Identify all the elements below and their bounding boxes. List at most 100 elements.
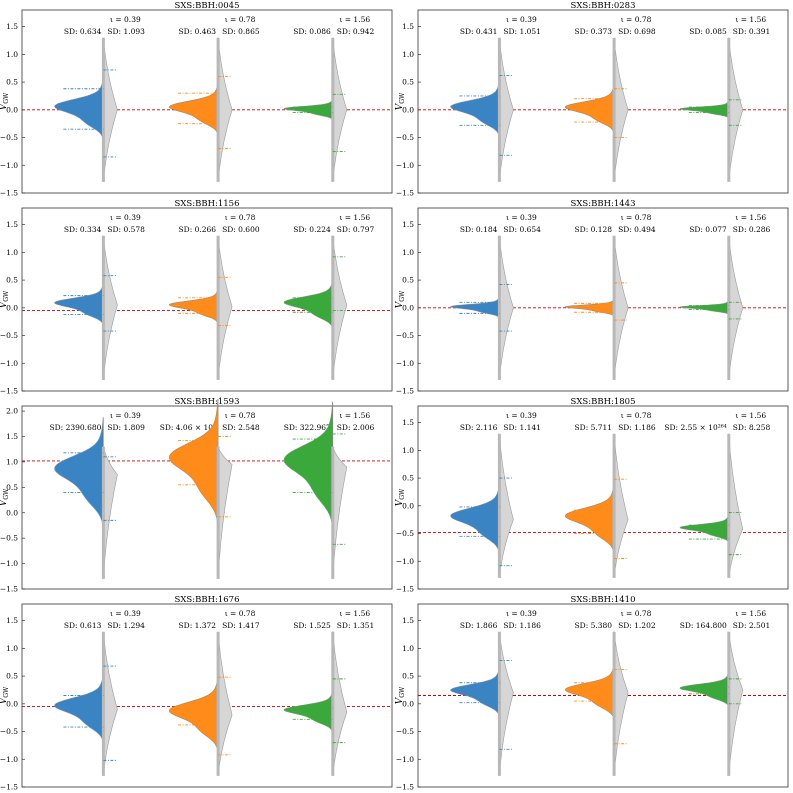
sd-left-label: SD: 1.866 <box>460 621 498 630</box>
y-tick-label: −0.5 <box>396 727 414 736</box>
panel-title: SXS:BBH:0283 <box>571 1 636 11</box>
inclination-label: ι = 1.56 <box>735 15 766 24</box>
violin-group-2: ι = 0.78 SD: 1.372 SD: 1.417 <box>168 609 260 776</box>
sd-right-label: SD: 0.654 <box>503 225 541 234</box>
violin-group-3: ι = 1.56 SD: 322.967 SD: 2.006 <box>283 401 375 579</box>
sd-right-label: SD: 1.294 <box>107 621 145 630</box>
y-tick-label: −1.5 <box>0 387 18 396</box>
y-tick-label: 1.5 <box>402 418 414 427</box>
plot-frame <box>417 405 789 590</box>
y-tick-label: 1.5 <box>402 22 414 31</box>
violin-group-2: ι = 0.78 SD: 0.128 SD: 0.494 <box>564 213 656 380</box>
violin-body <box>564 483 615 556</box>
panel-title: SXS:BBH:1443 <box>571 199 636 209</box>
sd-left-label: SD: 164.800 <box>680 621 727 630</box>
violin-body <box>168 399 219 530</box>
panel-sxs-bbh-1443: SXS:BBH:1443 −1.5 −1.0 −0.5 0.0 0.5 1.0 1.5 VGW ι… <box>395 199 789 396</box>
violin-body <box>283 690 334 734</box>
y-tick-label: 0.0 <box>6 303 18 312</box>
y-axis-label: VGW <box>395 92 406 110</box>
violin-tail <box>103 631 118 776</box>
violin-group-1: ι = 0.39 SD: 0.634 SD: 1.093 <box>54 15 145 182</box>
inclination-label: ι = 0.39 <box>506 411 537 420</box>
sd-right-label: SD: 8.258 <box>733 423 771 432</box>
violin-body <box>679 100 730 120</box>
inclination-label: ι = 0.39 <box>110 15 141 24</box>
inclination-label: ι = 0.39 <box>506 213 537 222</box>
violin-group-1: ι = 0.39 SD: 2.116 SD: 1.141 <box>450 411 541 578</box>
violin-group-2: ι = 0.78 SD: 5.380 SD: 1.202 <box>564 609 656 776</box>
violin-tail <box>499 433 514 578</box>
sd-right-label: SD: 1.186 <box>618 423 656 432</box>
y-tick-label: −1.0 <box>396 557 414 566</box>
violin-group-3: ι = 1.56 SD: 0.086 SD: 0.942 <box>283 15 375 182</box>
y-tick-label: −1.0 <box>396 161 414 170</box>
sd-right-label: SD: 0.797 <box>337 225 375 234</box>
violin-body <box>283 98 334 121</box>
y-tick-label: −1.0 <box>0 161 18 170</box>
y-tick-label: −1.0 <box>0 755 18 764</box>
violin-tail <box>728 37 744 182</box>
sd-left-label: SD: 0.085 <box>689 27 727 36</box>
plot-frame <box>21 9 393 194</box>
violin-group-1: ι = 0.39 SD: 2390.680 SD: 1.809 <box>50 411 145 579</box>
violin-body <box>679 300 730 316</box>
sd-left-label: SD: 0.128 <box>575 225 613 234</box>
sd-left-label: SD: 5.711 <box>575 423 613 432</box>
inclination-label: ι = 0.78 <box>621 15 652 24</box>
sd-right-label: SD: 0.698 <box>618 27 656 36</box>
y-tick-label: 0.5 <box>6 276 18 285</box>
violin-group-1: ι = 0.39 SD: 0.431 SD: 1.051 <box>450 15 541 182</box>
y-axis-label: VGW <box>0 290 10 308</box>
violin-body <box>564 663 615 722</box>
violin-body <box>54 77 104 143</box>
violin-tail <box>217 37 233 182</box>
panel-sxs-bbh-1676: SXS:BBH:1676 −1.5 −1.0 −0.5 0.0 0.5 1.0 1.5 VGW ι… <box>0 595 393 792</box>
y-axis-label: VGW <box>0 686 10 704</box>
violin-tail <box>728 235 744 380</box>
inclination-label: ι = 1.56 <box>339 411 370 420</box>
y-tick-label: 0.0 <box>402 303 414 312</box>
inclination-label: ι = 1.56 <box>735 609 766 618</box>
violin-tail <box>332 37 348 182</box>
panel-title: SXS:BBH:1156 <box>175 199 240 209</box>
y-axis-label: VGW <box>395 686 406 704</box>
panel-title: SXS:BBH:1676 <box>175 595 240 605</box>
sd-left-label: SD: 2390.680 <box>50 423 102 432</box>
inclination-label: ι = 0.78 <box>621 609 652 618</box>
violin-tail <box>217 446 233 579</box>
y-tick-label: 1.0 <box>6 457 18 466</box>
y-tick-label: −1.5 <box>0 189 18 198</box>
y-tick-label: 0.0 <box>6 699 18 708</box>
y-tick-label: 1.0 <box>6 50 18 59</box>
sd-left-label: SD: 0.431 <box>460 27 498 36</box>
y-tick-label: 0.5 <box>6 78 18 87</box>
sd-left-label: SD: 0.077 <box>689 225 727 234</box>
plot-frame <box>21 405 393 590</box>
inclination-label: ι = 0.39 <box>110 609 141 618</box>
plot-frame <box>417 207 789 392</box>
violin-tail <box>103 235 118 380</box>
sd-right-label: SD: 0.865 <box>222 27 260 36</box>
y-tick-label: −1.5 <box>0 585 18 594</box>
violin-group-1: ι = 0.39 SD: 1.866 SD: 1.186 <box>450 609 541 776</box>
y-tick-label: 1.5 <box>6 432 18 441</box>
inclination-label: ι = 0.78 <box>621 213 652 222</box>
y-tick-label: −0.5 <box>0 331 18 340</box>
y-tick-label: −1.0 <box>396 359 414 368</box>
y-tick-label: 1.5 <box>6 616 18 625</box>
inclination-label: ι = 1.56 <box>735 411 766 420</box>
sd-left-label: SD: 5.380 <box>575 621 613 630</box>
sd-left-label: SD: 0.266 <box>179 225 217 234</box>
sd-right-label: SD: 1.186 <box>503 621 541 630</box>
y-tick-label: 1.0 <box>402 446 414 455</box>
inclination-label: ι = 0.78 <box>225 15 256 24</box>
violin-tail <box>499 37 514 182</box>
violin-group-2: ι = 0.78 SD: 0.266 SD: 0.600 <box>168 213 260 380</box>
inclination-label: ι = 0.39 <box>110 411 141 420</box>
sd-left-label: SD: 0.086 <box>293 27 331 36</box>
y-tick-label: 0.0 <box>402 699 414 708</box>
inclination-label: ι = 0.78 <box>621 411 652 420</box>
violin-group-3: ι = 1.56 SD: 0.077 SD: 0.286 <box>679 213 771 380</box>
violin-group-2: ι = 0.78 SD: 4.06 × 10⁸ SD: 2.548 <box>160 399 260 579</box>
